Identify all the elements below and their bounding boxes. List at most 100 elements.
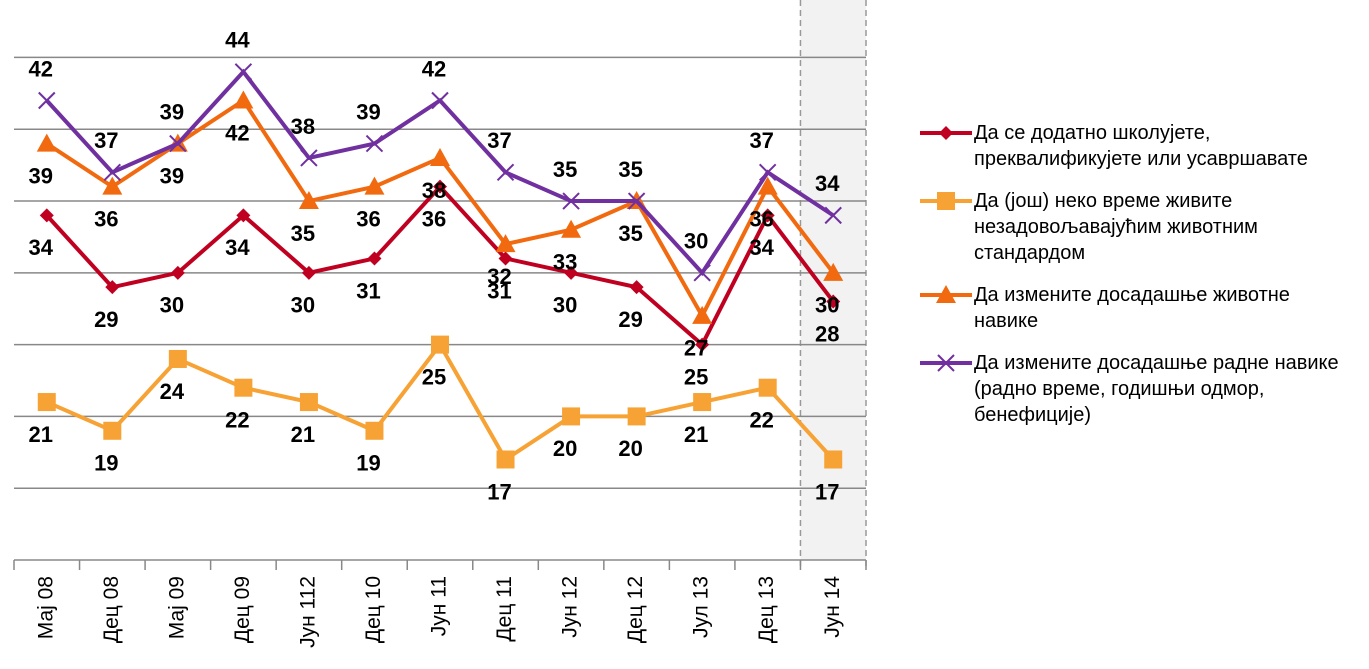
data-label: 35: [291, 221, 315, 246]
point: [824, 206, 842, 225]
point: [433, 179, 447, 194]
data-label: 38: [291, 114, 315, 139]
data-label: 31: [356, 278, 380, 303]
data-label: 39: [160, 163, 184, 188]
data-label: 37: [94, 128, 118, 153]
data-label: 28: [815, 321, 839, 346]
point: [39, 208, 54, 223]
point: [102, 176, 123, 195]
point: [627, 407, 646, 426]
data-label: 33: [553, 250, 577, 275]
point: [105, 280, 120, 295]
point: [299, 393, 318, 412]
data-label: 30: [160, 293, 184, 318]
point: [627, 192, 646, 210]
legend-item: Да измените досадашње радне навике (радн…: [918, 350, 1358, 428]
point: [37, 393, 56, 412]
point: [430, 147, 450, 166]
data-label: 34: [29, 235, 54, 260]
legend-marker: [936, 285, 956, 303]
data-label: 25: [422, 364, 446, 389]
x-tick-label: Јун 112: [296, 576, 319, 648]
legend-marker: [937, 192, 955, 210]
legend-label: Да измените досадашње животне навике: [974, 284, 1290, 332]
chart: Мај 08 Дец 08 Мај 09 Дец 09 Јун 112 Дец 10 Јун…: [13, 0, 867, 648]
x-tick-label: Дец 12: [624, 576, 647, 643]
point: [236, 208, 251, 223]
legend-item: Да се додатно школујете, преквалификујет…: [918, 120, 1358, 172]
data-label: 35: [618, 157, 642, 182]
data-label: 42: [225, 120, 249, 145]
point: [693, 393, 712, 412]
point: [826, 294, 841, 309]
data-label: 42: [29, 56, 53, 81]
x-tick-label: Мај 08: [34, 576, 57, 639]
legend-label: Да измените досадашње радне навике (радн…: [974, 352, 1339, 426]
point: [562, 407, 581, 426]
data-label: 30: [684, 229, 708, 254]
point: [103, 163, 122, 182]
data-label: 17: [815, 479, 839, 504]
data-label: 22: [225, 408, 249, 433]
data-label: 25: [684, 364, 708, 389]
legend-label: Да (још) неко време живите незадовољавај…: [974, 190, 1258, 264]
point: [365, 134, 384, 153]
point: [757, 176, 778, 195]
point: [495, 234, 516, 253]
legend-item: Да измените досадашње животне навике: [918, 282, 1358, 334]
legend-marker: [937, 354, 955, 372]
point: [103, 421, 122, 440]
point: [629, 280, 644, 295]
x-tick-label: Дец 11: [493, 576, 516, 642]
point: [758, 163, 777, 182]
data-label: 35: [618, 221, 642, 246]
data-label: 42: [422, 56, 446, 81]
data-label: 37: [749, 128, 773, 153]
data-label: 39: [356, 99, 380, 124]
point: [758, 378, 777, 397]
legend-item: Да (још) неко време живите незадовољавај…: [918, 188, 1358, 266]
data-label: 36: [356, 206, 380, 231]
data-label: 19: [356, 451, 380, 476]
legend-swatch: [920, 192, 972, 210]
point: [564, 265, 579, 280]
x-tick-label: Дец 13: [755, 576, 778, 643]
legend-swatch: [920, 126, 972, 140]
data-label: 22: [749, 408, 773, 433]
data-label: 20: [618, 436, 642, 461]
point: [301, 265, 316, 280]
data-label: 30: [815, 293, 839, 318]
point: [824, 450, 843, 469]
point: [496, 163, 515, 182]
x-tick-label: Јун 14: [821, 576, 844, 638]
data-label: 32: [487, 264, 511, 289]
data-label: 36: [749, 206, 773, 231]
data-label: 19: [94, 451, 118, 476]
data-label: 36: [422, 206, 446, 231]
point: [760, 208, 775, 223]
point: [823, 262, 844, 281]
data-label: 38: [422, 178, 446, 203]
data-label: 34: [815, 171, 840, 196]
legend: Да се додатно школујете, преквалификујет…: [918, 120, 1358, 444]
point: [234, 378, 253, 397]
point: [233, 90, 254, 109]
point: [365, 421, 384, 440]
x-tick-label: Дец 09: [231, 576, 254, 643]
point: [169, 134, 187, 153]
data-label: 36: [94, 206, 118, 231]
point: [364, 176, 385, 195]
point: [431, 91, 449, 110]
x-tick-label: Јул 13: [690, 576, 713, 638]
data-label: 30: [291, 293, 315, 318]
point: [692, 305, 713, 324]
point: [300, 149, 318, 167]
data-label: 34: [749, 235, 774, 260]
x-tick-label: Мај 09: [165, 576, 188, 639]
data-label: 30: [553, 293, 577, 318]
x-tick-label: Јун 12: [559, 576, 582, 638]
legend-marker: [939, 126, 953, 140]
x-tick-label: Дец 10: [362, 576, 385, 643]
data-label: 34: [225, 235, 250, 260]
